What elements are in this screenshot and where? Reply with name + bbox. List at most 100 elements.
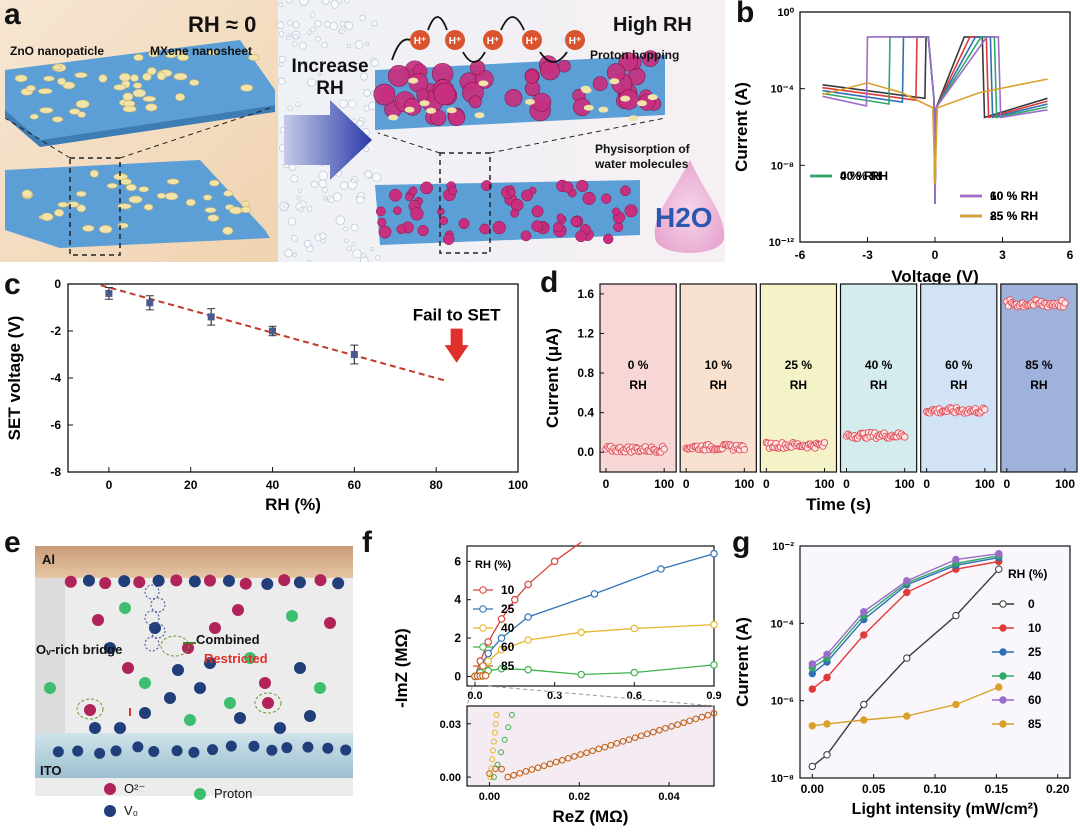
zno-particle	[74, 72, 88, 79]
water-molecule	[624, 204, 638, 218]
data-point	[207, 313, 215, 321]
zno-particle	[248, 53, 260, 61]
zno-particle	[165, 52, 177, 59]
x-tick-label: 0	[603, 477, 610, 491]
current-point	[820, 438, 829, 447]
zno-particle	[142, 95, 157, 102]
water-bubble	[351, 242, 356, 247]
inset-point	[583, 749, 590, 757]
x-tick-label: 6	[1067, 248, 1074, 262]
x-axis-label: Voltage (V)	[891, 267, 979, 286]
water-molecule	[520, 230, 532, 242]
water-bubble	[364, 170, 373, 179]
legend-label: 10	[501, 583, 515, 597]
water-bubble	[375, 255, 381, 261]
hop-arrow	[539, 51, 568, 63]
legend-marker	[999, 648, 1007, 656]
water-molecule	[492, 220, 506, 235]
plot-frame	[799, 545, 1071, 779]
water-bubble	[296, 195, 301, 200]
water-molecule	[575, 230, 587, 243]
zno-particle	[133, 82, 143, 89]
zno-particle	[426, 107, 437, 114]
water-molecule	[448, 186, 458, 196]
current-point	[740, 445, 748, 454]
inset-frame	[466, 705, 715, 787]
x-tick-label: 0	[683, 477, 690, 491]
legend-marker	[479, 643, 487, 651]
legend-proton-label: Proton	[214, 786, 253, 801]
water-molecule	[613, 222, 624, 232]
zno-particle	[39, 107, 54, 114]
legend-marker	[479, 605, 487, 613]
water-molecule	[592, 76, 608, 92]
inset-point	[595, 745, 603, 753]
plot-frame	[67, 283, 519, 473]
o2-ion	[259, 677, 271, 689]
proton	[119, 602, 131, 614]
legend-title: RH (%)	[475, 559, 511, 571]
water-bubble	[287, 217, 297, 226]
water-bubble	[287, 105, 293, 111]
vacancy-site	[150, 597, 166, 613]
water-bubble	[354, 63, 362, 71]
legend-marker	[999, 624, 1007, 632]
vo-ion	[172, 664, 184, 676]
physisorption-label: Physisorption of water molecules	[595, 142, 690, 171]
y-tick-label: 1.2	[577, 326, 594, 340]
water-bubble	[354, 40, 364, 49]
water-bubble	[319, 232, 327, 240]
water-bubble	[287, 33, 292, 37]
vo-ion	[332, 577, 345, 590]
zno-particle	[185, 198, 196, 207]
water-bubble	[314, 20, 322, 28]
nyquist-point	[497, 645, 506, 654]
zoom-box-left	[69, 157, 121, 256]
zno-particle	[89, 169, 99, 178]
zno-particle	[240, 200, 250, 208]
legend-marker	[999, 720, 1007, 728]
legend-label: 25	[501, 602, 515, 616]
proton-ball	[445, 30, 465, 50]
water-molecule	[576, 179, 589, 192]
inset-point	[490, 747, 496, 754]
water-bubble	[343, 226, 349, 232]
water-molecule	[433, 82, 456, 106]
inset-point	[577, 751, 584, 758]
water-bubble	[310, 12, 316, 18]
panel-label-c: c	[4, 268, 21, 301]
water-molecule	[373, 83, 396, 106]
inset-point	[589, 747, 596, 755]
vo-ion	[294, 662, 306, 674]
zno-particle	[204, 207, 217, 213]
vo-ion	[171, 745, 183, 757]
proton-symbol: H⁺	[449, 36, 462, 47]
inset-point	[546, 760, 554, 768]
subplot-label: RH	[710, 378, 727, 392]
water-bubble	[287, 20, 293, 26]
inset-point	[522, 768, 530, 775]
zno-particle	[76, 204, 87, 213]
water-molecule	[531, 205, 544, 218]
water-bubble	[299, 42, 307, 50]
zno-particle	[408, 77, 419, 84]
proton-symbol: H⁺	[569, 36, 582, 47]
zno-particle	[76, 190, 87, 197]
inset-point	[534, 764, 542, 772]
subplot-label: 60 %	[945, 358, 973, 372]
water-bubble	[347, 99, 357, 109]
zno-particle	[143, 203, 154, 211]
water-bubble	[290, 174, 299, 183]
proton	[314, 682, 326, 694]
inset-point	[607, 741, 615, 749]
chart-g: 0.00 0.05 0.10 0.15 0.20 10⁻⁸ 10⁻⁶ 10⁻⁴ 10⁻² Ligh…	[733, 541, 1071, 818]
vo-ion	[304, 710, 316, 722]
water-bubble	[318, 179, 328, 188]
zno-particle	[29, 113, 39, 120]
water-bubble	[356, 195, 365, 205]
water-bubble	[307, 78, 316, 87]
water-molecule	[601, 193, 612, 204]
zno-particle	[120, 178, 132, 185]
water-molecule	[479, 223, 491, 235]
subplot-label: 85 %	[1025, 358, 1053, 372]
